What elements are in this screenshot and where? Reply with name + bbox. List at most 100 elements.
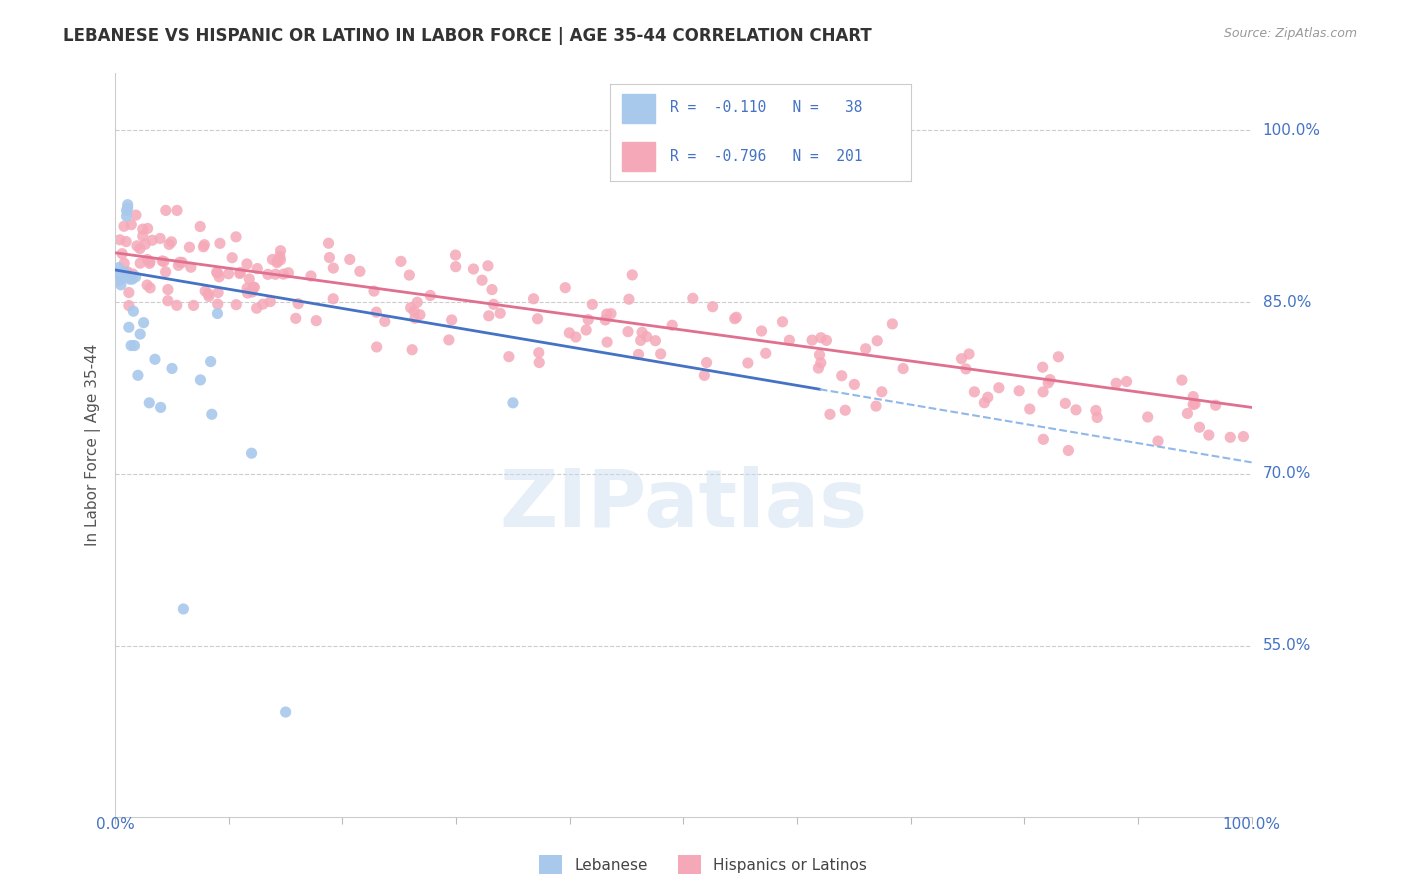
Point [882,317,904,331]
Point [243,280,266,294]
Point [114,269,136,284]
Point [444,260,467,274]
Point [1032,360,1054,375]
Point [112,219,135,234]
Point [554,281,576,295]
Point [419,288,441,302]
Point [122,304,145,318]
Point [318,251,340,265]
Legend: Lebanese, Hispanics or Latinos: Lebanese, Hispanics or Latinos [533,849,873,880]
Point [1219,430,1241,444]
Point [636,329,658,343]
Point [129,327,152,342]
Point [1008,384,1031,398]
Point [1105,376,1128,391]
Point [132,222,155,236]
Point [266,255,288,269]
Point [444,248,467,262]
Point [322,292,344,306]
Point [437,333,460,347]
Text: 85.0%: 85.0% [1263,294,1310,310]
Point [724,311,747,326]
Point [1038,376,1060,390]
Point [238,272,260,286]
Point [865,399,887,413]
Point [132,316,155,330]
Point [955,362,977,376]
Point [134,237,156,252]
Point [630,334,652,348]
Point [409,308,432,322]
Point [125,208,148,222]
Point [502,396,524,410]
Point [136,252,159,267]
Text: 70.0%: 70.0% [1263,467,1310,482]
Point [596,335,619,350]
Point [1136,410,1159,425]
Point [831,368,853,383]
Text: 0.0%: 0.0% [96,817,135,832]
Point [118,285,141,300]
Point [406,295,429,310]
Point [374,314,396,328]
Point [160,235,183,249]
Point [1177,407,1199,421]
Point [166,298,188,312]
Point [526,311,548,326]
Point [208,236,231,251]
Point [755,346,778,360]
Point [183,298,205,312]
Point [117,197,139,211]
Point [1054,396,1077,410]
Text: LEBANESE VS HISPANIC OR LATINO IN LABOR FORCE | AGE 35-44 CORRELATION CHART: LEBANESE VS HISPANIC OR LATINO IN LABOR … [63,27,872,45]
Point [156,283,179,297]
Point [1232,429,1254,443]
Point [127,368,149,383]
Point [977,390,1000,404]
Point [149,401,172,415]
Point [322,261,344,276]
Point [107,260,129,275]
Point [682,291,704,305]
Point [208,269,231,284]
Point [1057,443,1080,458]
Point [156,293,179,308]
Point [810,356,832,370]
Point [107,267,129,281]
Point [287,296,309,310]
Point [105,274,128,288]
Point [631,326,654,340]
Point [266,253,288,268]
Point [225,298,247,312]
Point [1182,397,1205,411]
Point [463,262,485,277]
Point [274,705,297,719]
Point [155,203,177,218]
Point [124,338,146,352]
Point [1032,432,1054,446]
Point [482,297,505,311]
Point [661,318,683,333]
Point [575,323,598,337]
Point [194,284,217,298]
Point [259,294,281,309]
Point [1188,420,1211,434]
Point [498,350,520,364]
Point [118,320,141,334]
Point [225,230,247,244]
Point [197,286,219,301]
Point [115,235,138,249]
Point [121,267,143,281]
Point [751,324,773,338]
Point [702,300,724,314]
Point [1147,434,1170,448]
Point [558,326,581,340]
Point [529,355,551,369]
Point [115,209,138,223]
Point [149,231,172,245]
Point [111,246,134,260]
Point [160,361,183,376]
Point [621,268,644,282]
Point [808,348,831,362]
Point [855,342,877,356]
